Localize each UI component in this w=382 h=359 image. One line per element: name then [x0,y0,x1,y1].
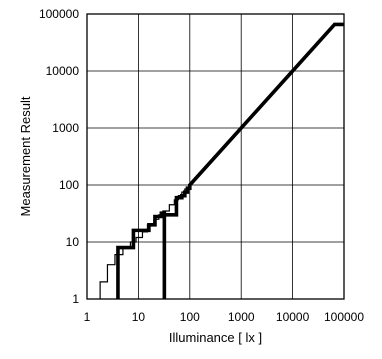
x-tick-label: 100 [180,310,200,324]
x-tick-label: 10 [132,310,146,324]
series-line-2 [116,22,344,299]
x-tick-labels: 1 10 100 1000 10000 100000 [84,310,365,324]
y-tick-label: 10000 [46,64,80,78]
plot-frame [86,13,345,300]
y-tick-label: 10 [66,235,80,249]
x-tick-label: 10000 [276,310,310,324]
y-axis-label: Measurement Result [18,96,33,216]
y-tick-label: 1 [72,292,79,306]
y-tick-label: 100000 [39,7,79,21]
y-tick-label: 1000 [52,121,79,135]
x-axis-label: Illuminance [ lx ] [169,330,262,345]
x-tick-label: 1000 [228,310,255,324]
series-layer [99,22,344,299]
x-tick-label: 1 [84,310,91,324]
y-tick-label: 100 [59,178,79,192]
y-tick-labels: 1 10 100 1000 10000 100000 [39,7,79,306]
x-tick-label: 100000 [324,310,364,324]
